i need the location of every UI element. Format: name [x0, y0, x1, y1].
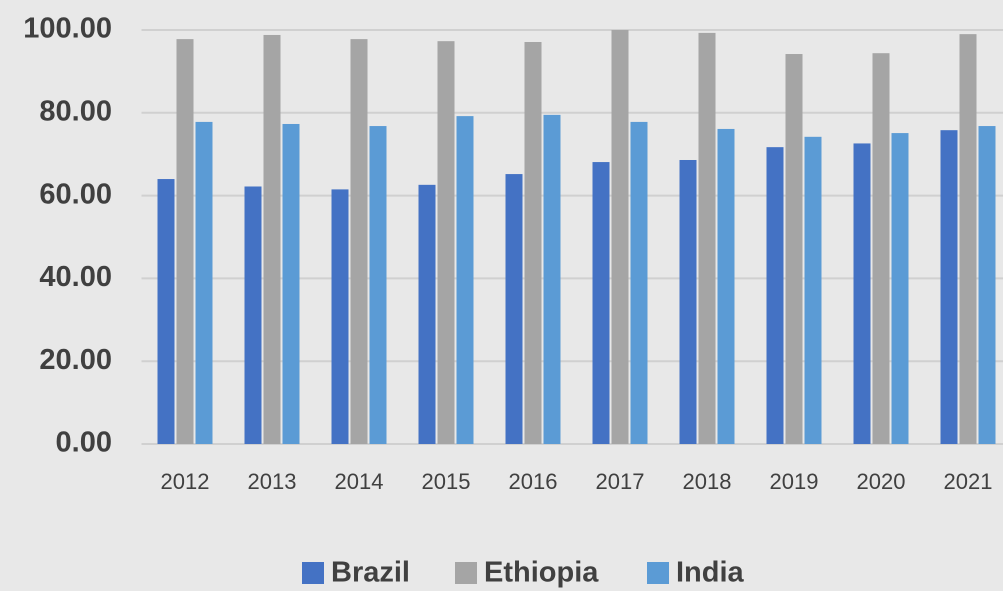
bar: [853, 143, 871, 444]
bar: [456, 116, 474, 444]
bar: [282, 123, 300, 444]
bar: [157, 179, 175, 445]
bar: [437, 41, 455, 444]
legend-label: Brazil: [331, 557, 410, 589]
y-tick-label: 80.00: [39, 95, 112, 127]
bar: [785, 54, 803, 445]
y-tick-label: 60.00: [39, 178, 112, 210]
bar: [524, 42, 542, 444]
y-tick-label: 0.00: [56, 427, 112, 459]
bar: [350, 39, 368, 444]
x-tick-label: 2016: [509, 469, 558, 494]
y-tick-label: 40.00: [39, 261, 112, 293]
bar: [698, 32, 716, 444]
y-tick-label: 20.00: [39, 344, 112, 376]
bar: [611, 30, 629, 444]
bar: [978, 126, 996, 444]
legend-swatch: [455, 562, 477, 584]
legend-swatch: [302, 562, 324, 584]
y-tick-label: 100.00: [23, 13, 112, 45]
bar: [331, 189, 349, 444]
bar: [592, 162, 610, 445]
bar: [505, 174, 523, 444]
x-tick-label: 2014: [335, 469, 384, 494]
legend-swatch: [647, 562, 669, 584]
x-tick-label: 2021: [944, 469, 993, 494]
bar: [369, 126, 387, 444]
x-tick-label: 2013: [248, 469, 297, 494]
bar: [263, 34, 281, 445]
x-tick-label: 2012: [161, 469, 210, 494]
bar: [766, 147, 784, 445]
bar: [543, 114, 561, 445]
bar: [195, 121, 213, 445]
bar: [872, 53, 890, 445]
legend-label: Ethiopia: [484, 557, 599, 589]
bar: [630, 121, 648, 445]
x-tick-label: 2019: [770, 469, 819, 494]
x-tick-label: 2018: [683, 469, 732, 494]
bar: [176, 39, 194, 444]
bar: [679, 159, 697, 444]
bar: [717, 128, 735, 445]
x-tick-label: 2015: [422, 469, 471, 494]
bar: [244, 186, 262, 444]
x-tick-label: 2020: [857, 469, 906, 494]
bar: [959, 34, 977, 444]
bar: [804, 136, 822, 444]
bar: [418, 184, 436, 444]
x-tick-label: 2017: [596, 469, 645, 494]
bar: [940, 130, 958, 445]
legend-label: India: [676, 557, 745, 589]
bar: [891, 133, 909, 444]
